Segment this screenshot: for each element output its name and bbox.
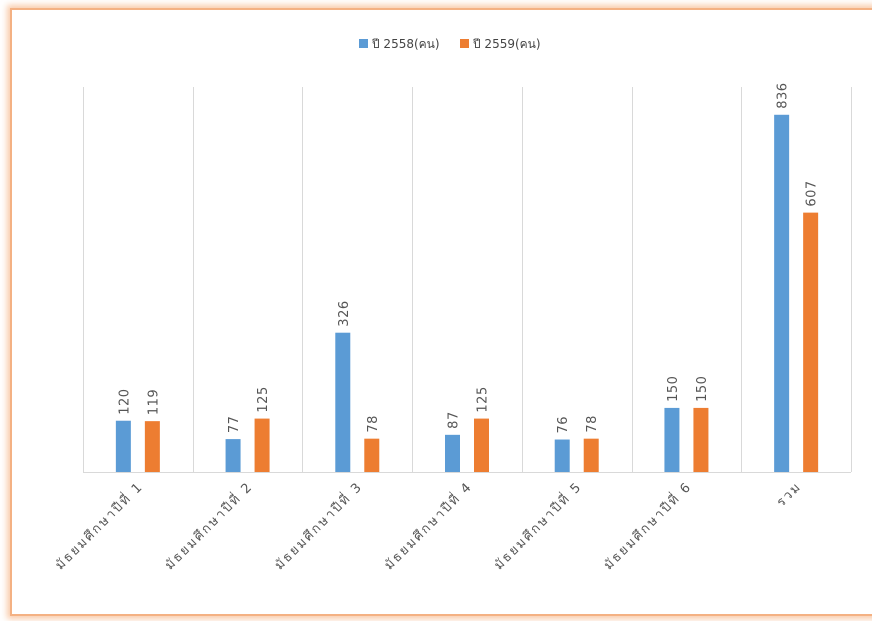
grid-lines <box>83 87 852 473</box>
data-label: 120 <box>117 388 132 414</box>
category-label: มัธยมศึกษาปีที่ 1 <box>51 478 146 573</box>
legend: ปี 2558(คน) ปี 2559(คน) <box>359 37 541 51</box>
legend-swatch-2 <box>460 39 469 48</box>
data-label: 78 <box>585 415 600 433</box>
bar-2559-1 <box>144 421 160 472</box>
data-label: 119 <box>146 389 161 415</box>
bar-2558-5 <box>554 439 570 472</box>
bar-2559-2 <box>254 418 270 472</box>
category-label: มัธยมศึกษาปีที่ 4 <box>380 478 475 573</box>
bar-2559-5 <box>583 438 599 472</box>
data-label: 125 <box>256 386 271 412</box>
data-label: 150 <box>666 376 681 402</box>
category-label: มัธยมศึกษาปีที่ 3 <box>271 478 366 573</box>
bar-2558-6 <box>664 407 680 472</box>
legend-swatch-1 <box>359 39 368 48</box>
bar-2558-3 <box>335 332 351 472</box>
data-label: 125 <box>476 386 491 412</box>
bars <box>115 114 819 473</box>
category-label: มัธยมศึกษาปีที่ 2 <box>161 478 256 573</box>
bar-2558-1 <box>115 420 131 472</box>
bar-2558-2 <box>225 439 241 472</box>
bar-2559-7 <box>803 212 819 472</box>
data-labels: 120 119 77 125 326 78 87 125 76 78 150 150 836 607 <box>117 82 819 433</box>
bar-2558-4 <box>445 434 460 472</box>
data-label: 78 <box>366 415 381 433</box>
data-label: 607 <box>805 180 820 206</box>
chart-frame <box>10 8 872 616</box>
legend-label-1: ปี 2558(คน) <box>371 37 439 51</box>
data-label: 77 <box>227 416 242 434</box>
data-label: 150 <box>695 376 710 402</box>
data-label: 836 <box>776 82 791 108</box>
bar-2558-7 <box>774 114 790 473</box>
bar-2559-6 <box>693 407 709 472</box>
category-labels: มัธยมศึกษาปีที่ 1 มัธยมศึกษาปีที่ 2 มัธยมศ… <box>51 478 805 573</box>
category-label: รวม <box>774 479 805 510</box>
data-label: 76 <box>556 416 571 434</box>
legend-label-2: ปี 2559(คน) <box>472 37 540 51</box>
category-label: มัธยมศึกษาปีที่ 6 <box>600 478 695 573</box>
bar-2559-3 <box>364 438 380 472</box>
bar-2559-4 <box>474 418 489 472</box>
data-label: 87 <box>447 411 462 429</box>
data-label: 326 <box>337 300 352 326</box>
category-label: มัธยมศึกษาปีที่ 5 <box>490 478 585 573</box>
